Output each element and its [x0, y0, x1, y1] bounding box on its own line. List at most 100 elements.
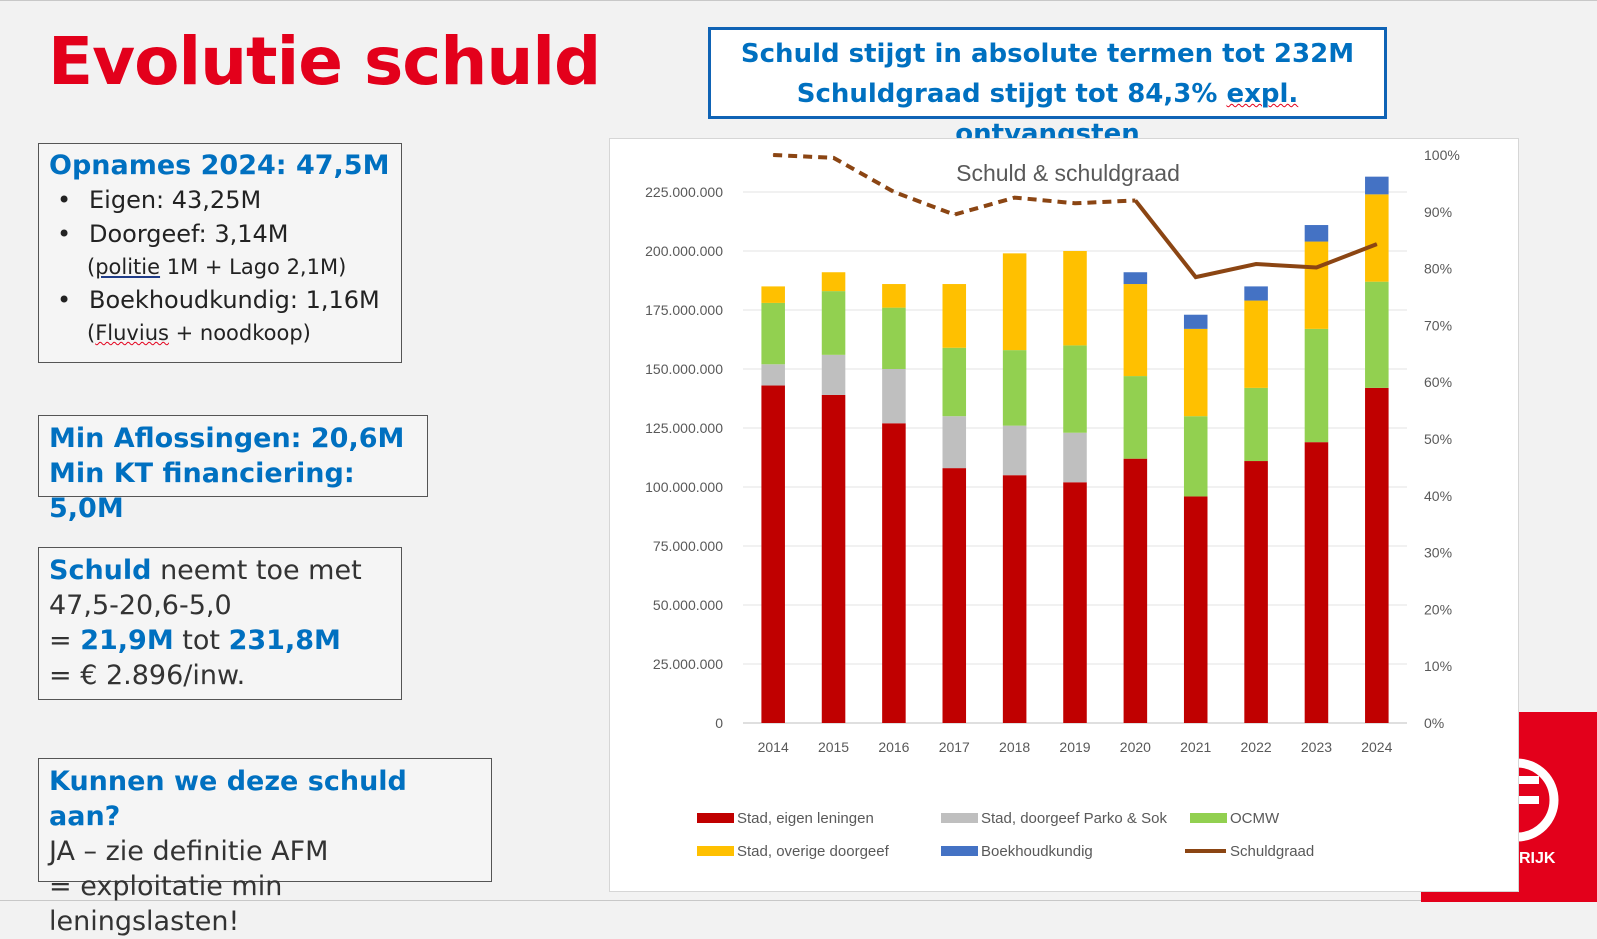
opnames-eigen: Eigen: 43,25M — [49, 183, 391, 217]
bar-segment — [1063, 345, 1087, 433]
opnames-doorgeef-text: Doorgeef: 3,14M — [89, 220, 289, 248]
bar-segment — [1365, 176, 1389, 195]
bar-segment — [1304, 442, 1329, 723]
top-border — [0, 0, 1597, 1]
doorgeef-sub-rest: 1M + Lago 2,1M) — [160, 255, 347, 279]
opnames-title: Opnames 2024: 47,5M — [49, 150, 390, 181]
bar-segment — [821, 354, 846, 395]
boekhoud-sub-open: ( — [87, 321, 96, 345]
schuldgraad-point — [1074, 202, 1076, 204]
bar-segment — [1244, 461, 1268, 723]
x-tick-label: 2017 — [939, 739, 970, 755]
legend-swatch — [697, 846, 734, 856]
x-tick-label: 2023 — [1301, 739, 1332, 755]
legend-swatch — [1190, 813, 1227, 823]
y-right-tick-label: 70% — [1424, 317, 1452, 333]
bar-segment — [1002, 425, 1027, 476]
y-left-tick-label: 75.000.000 — [653, 538, 723, 554]
logo-text: RIJK — [1519, 850, 1556, 867]
bar-segment — [1002, 253, 1027, 351]
bar-segment — [1002, 350, 1027, 426]
afm-box: Kunnen we deze schuld aan? JA – zie defi… — [38, 758, 492, 937]
opnames-doorgeef-sub: (politie 1M + Lago 2,1M) — [87, 251, 391, 283]
aflossing-line-2: Min KT financiering: 5,0M — [49, 458, 355, 524]
schuld-line-1: Schuld neemt toe met — [49, 553, 391, 588]
y-right-tick-label: 100% — [1424, 147, 1460, 163]
bar-segment — [1063, 482, 1087, 723]
x-tick-label: 2020 — [1120, 739, 1151, 755]
bar-segment — [1304, 241, 1329, 329]
schuld-word: Schuld — [49, 555, 152, 586]
bar-segment — [1244, 286, 1268, 301]
schuld-line-2: 47,5-20,6-5,0 — [49, 590, 232, 621]
headline-expl: expl. — [1226, 79, 1299, 109]
bar-segment — [1244, 387, 1268, 462]
y-left-tick-label: 100.000.000 — [645, 479, 723, 495]
x-tick-label: 2016 — [878, 739, 909, 755]
bar-segment — [1183, 314, 1208, 329]
bar-segment — [1123, 272, 1148, 285]
y-right-tick-label: 90% — [1424, 204, 1452, 220]
schuldgraad-point — [953, 214, 955, 216]
bar-segment — [761, 302, 785, 365]
bar-segment — [1063, 432, 1087, 483]
bar-segment — [1183, 496, 1208, 723]
schuld-rest: neemt toe met — [151, 555, 362, 586]
legend-label: Stad, doorgeef Parko & Sok — [981, 810, 1167, 827]
bar-segment — [1183, 416, 1208, 497]
schuld-line-3: = 21,9M tot 231,8M — [49, 623, 391, 658]
aflossing-box: Min Aflossingen: 20,6M Min KT financieri… — [38, 415, 428, 524]
y-left-tick-label: 225.000.000 — [645, 184, 723, 200]
bar-segment — [761, 364, 785, 386]
legend-label: Stad, overige doorgeef — [737, 843, 890, 860]
y-right-tick-label: 10% — [1424, 658, 1452, 674]
legend-label: Stad, eigen leningen — [737, 810, 874, 827]
chart-card: 0 25.000.000 50.000.000 75.000.000 100.000.0… — [609, 138, 1519, 892]
bar-segment — [882, 307, 906, 369]
legend-swatch — [697, 813, 734, 823]
chart-title: Schuld & schuldgraad — [956, 160, 1180, 186]
bar-segment — [942, 347, 967, 417]
schuld-total: 231,8M — [228, 625, 341, 656]
bar-segment — [882, 369, 906, 424]
x-tick-label: 2024 — [1361, 739, 1392, 755]
doorgeef-sub-open: ( — [87, 255, 96, 279]
boekhoud-sub-fluvius: Fluvius — [95, 321, 169, 345]
schuldgraad-point — [772, 154, 774, 156]
bar-segment — [1365, 194, 1389, 282]
y-right-tick-label: 50% — [1424, 431, 1452, 447]
bar-segment — [882, 423, 906, 723]
schuld-increase: 21,9M — [80, 625, 174, 656]
schuldgraad-point — [1014, 197, 1016, 199]
y-left-tick-label: 25.000.000 — [653, 656, 723, 672]
bar-segment — [1123, 284, 1148, 377]
bar-segment — [1365, 387, 1389, 723]
y-left-tick-label: 125.000.000 — [645, 420, 723, 436]
y-right-tick-label: 20% — [1424, 601, 1452, 617]
bar-segment — [942, 416, 967, 469]
axes: 0 25.000.000 50.000.000 75.000.000 100.000.0… — [645, 147, 1460, 755]
legend-label: Schuldgraad — [1230, 843, 1314, 860]
legend-label: OCMW — [1230, 810, 1280, 827]
x-tick-label: 2015 — [818, 739, 849, 755]
bar-segment — [1304, 328, 1329, 443]
schuldgraad-line-solid — [1133, 199, 1378, 280]
x-tick-label: 2022 — [1241, 739, 1272, 755]
opnames-boekhoud-sub: (Fluvius + noodkoop) — [87, 317, 391, 349]
bar-segment — [1304, 225, 1329, 242]
y-left-tick-label: 200.000.000 — [645, 243, 723, 259]
schuldgraad-point — [833, 157, 835, 159]
bar-segment — [942, 468, 967, 723]
x-tick-label: 2019 — [1059, 739, 1090, 755]
y-left-tick-label: 150.000.000 — [645, 361, 723, 377]
y-right-tick-label: 0% — [1424, 715, 1444, 731]
bar-segment — [942, 284, 967, 348]
x-tick-label: 2014 — [758, 739, 789, 755]
opnames-doorgeef: Doorgeef: 3,14M (politie 1M + Lago 2,1M) — [49, 217, 391, 283]
bar-segment — [1244, 300, 1268, 388]
schuldgraad-point — [1255, 263, 1257, 265]
schuldgraad-point — [1376, 243, 1378, 245]
y-right-tick-label: 30% — [1424, 545, 1452, 561]
bar-segment — [761, 385, 785, 723]
headline-line-2: Schuldgraad stijgt tot 84,3% expl. ontva… — [711, 74, 1384, 154]
